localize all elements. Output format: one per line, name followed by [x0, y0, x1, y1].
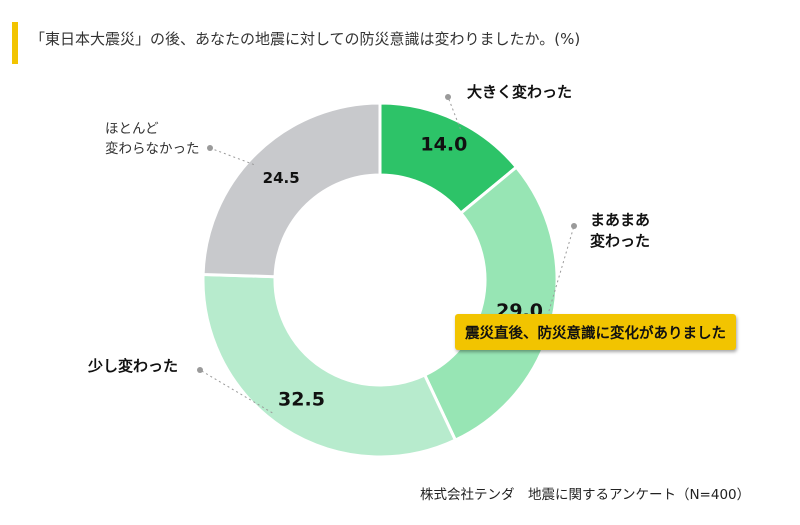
legend-label-no-change: ほとんど 変わらなかった: [105, 121, 200, 157]
value-labels: 14.029.032.524.5: [263, 133, 543, 410]
donut-slice-slight-change: [201, 272, 458, 459]
donut-slice-moderate-change: [422, 165, 559, 443]
title-accent-bar: [12, 22, 18, 64]
legend-label-big-change: 大きく変わった: [467, 83, 573, 101]
leader-line-slight-change: [199, 369, 273, 414]
leader-lines: [197, 94, 577, 414]
annotation-banner: 震災直後、防災意識に変化がありました: [455, 314, 736, 350]
donut-slice-no-change: [201, 101, 382, 279]
leader-line-big-change: [447, 96, 461, 130]
value-label-no-change: 24.5: [263, 169, 300, 187]
value-label-slight-change: 32.5: [278, 389, 325, 411]
chart-title: 「東日本大震災」の後、あなたの地震に対しての防災意識は変わりましたか。(%): [30, 30, 581, 48]
source-note: 株式会社テンダ 地震に関するアンケート（N=400）: [420, 487, 751, 503]
value-label-big-change: 14.0: [420, 133, 467, 155]
donut-slices: [201, 101, 559, 459]
legend-label-slight-change: 少し変わった: [88, 357, 179, 375]
leader-dot-slight-change: [197, 367, 203, 373]
leader-line-moderate-change: [545, 225, 575, 321]
leader-dot-no-change: [207, 145, 213, 151]
leader-dot-moderate-change: [571, 223, 577, 229]
legend-label-moderate-change: まあまあ 変わった: [590, 211, 651, 250]
leader-dot-big-change: [445, 94, 451, 100]
